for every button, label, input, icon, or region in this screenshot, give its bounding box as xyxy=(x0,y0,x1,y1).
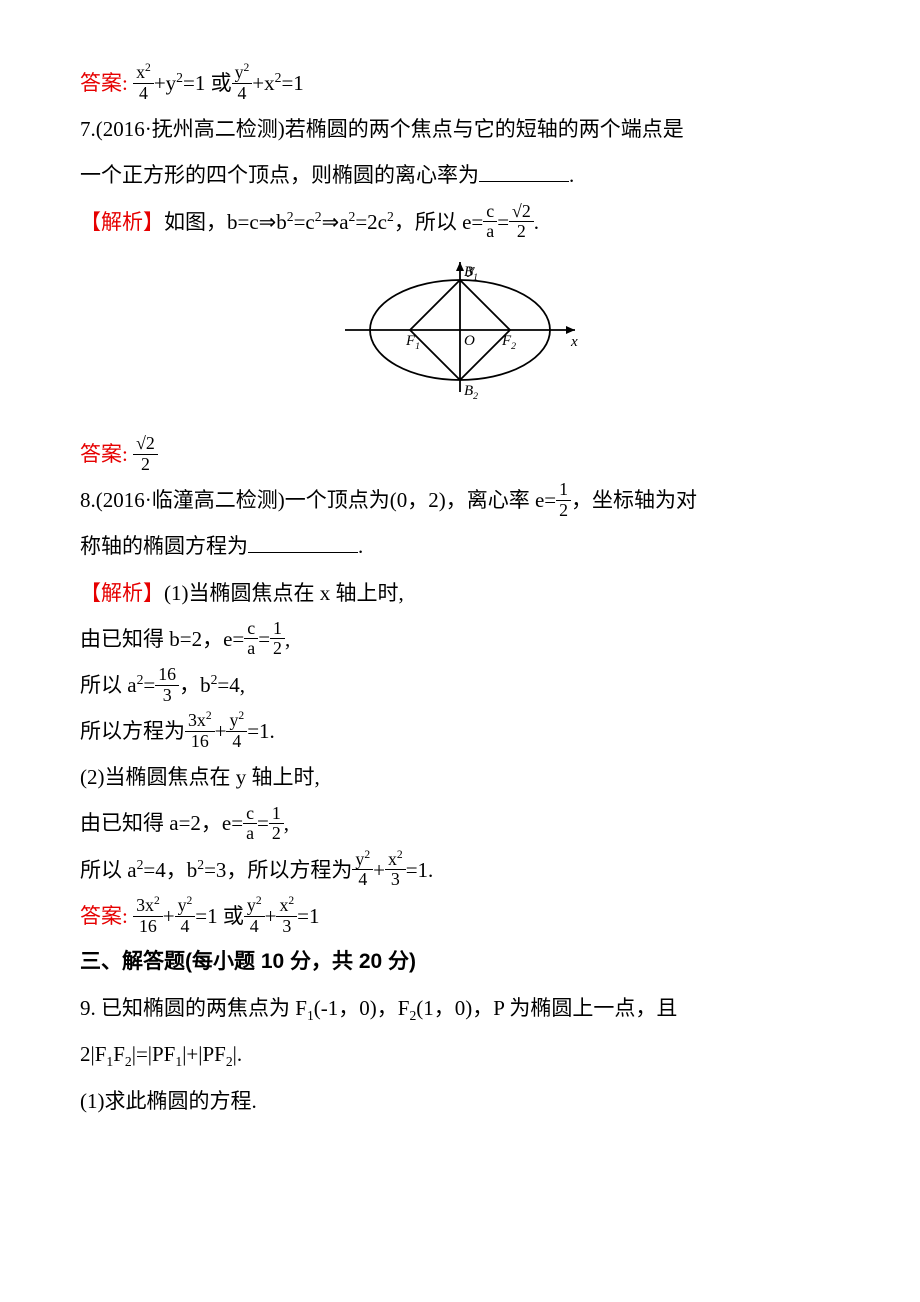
q8-case2: (2)当椭圆焦点在 y 轴上时, xyxy=(80,754,840,800)
svg-text:B2: B2 xyxy=(464,383,478,402)
section-3-title: 三、解答题(每小题 10 分，共 20 分) xyxy=(80,939,840,985)
fraction: 12 xyxy=(269,804,284,844)
fraction: √22 xyxy=(509,202,534,242)
q8-stem-line2: 称轴的椭圆方程为. xyxy=(80,523,840,569)
blank xyxy=(479,160,569,182)
q7-stem-line1: 7.(2016·抚州高二检测)若椭圆的两个焦点与它的短轴的两个端点是 xyxy=(80,106,840,152)
q8-line3: 所以方程为3x216+y24=1. xyxy=(80,708,840,754)
fraction: y24 xyxy=(226,711,247,751)
svg-text:F2: F2 xyxy=(501,333,516,352)
fraction: x23 xyxy=(276,896,297,936)
fraction: y24 xyxy=(175,896,196,936)
fraction: y24 xyxy=(244,896,265,936)
analysis-label: 【解析】 xyxy=(80,581,164,605)
answer-label: 答案: xyxy=(80,71,128,95)
q9-stem-line1: 9. 已知椭圆的两焦点为 F1(-1，0)，F2(1，0)，P 为椭圆上一点，且 xyxy=(80,985,840,1031)
fraction: 12 xyxy=(270,619,285,659)
q8-line2: 所以 a2=163，b2=4, xyxy=(80,662,840,708)
q7-analysis: 【解析】如图，b=c⇒b2=c2⇒a2=2c2，所以 e=ca=√22. xyxy=(80,199,840,245)
fraction: ca xyxy=(483,202,497,242)
q8-line1: 由已知得 b=2，e=ca=12, xyxy=(80,616,840,662)
fraction: √22 xyxy=(133,434,158,474)
q7-stem-line2: 一个正方形的四个顶点，则椭圆的离心率为. xyxy=(80,152,840,198)
q7-answer: 答案: √22 xyxy=(80,431,840,477)
fraction: ca xyxy=(243,804,257,844)
svg-text:x: x xyxy=(570,334,578,350)
answer-label: 答案: xyxy=(80,442,128,466)
fraction: 3x216 xyxy=(185,711,215,751)
q9-stem-line2: 2|F1F2|=|PF1|+|PF2|. xyxy=(80,1031,840,1077)
fraction: 3x216 xyxy=(133,896,163,936)
fraction: ca xyxy=(244,619,258,659)
svg-text:y: y xyxy=(466,262,475,278)
svg-text:O: O xyxy=(464,333,475,349)
svg-text:F1: F1 xyxy=(405,333,420,352)
q8-answer: 答案: 3x216+y24=1 或y24+x23=1 xyxy=(80,893,840,939)
fraction: x2 4 xyxy=(133,63,154,103)
fraction: y2 4 xyxy=(232,63,253,103)
q8-stem-line1: 8.(2016·临潼高二检测)一个顶点为(0，2)，离心率 e=12，坐标轴为对 xyxy=(80,477,840,523)
ellipse-diagram: F1F2B1B2Oxy xyxy=(340,255,580,405)
answer-label: 答案: xyxy=(80,904,128,928)
fraction: x23 xyxy=(385,850,406,890)
fraction: 12 xyxy=(556,480,571,520)
blank xyxy=(248,531,358,553)
q6-answer: 答案: x2 4 +y2=1 或 y2 4 +x2=1 xyxy=(80,60,840,106)
q8-line5: 所以 a2=4，b2=3，所以方程为y24+x23=1. xyxy=(80,847,840,893)
fraction: 163 xyxy=(155,665,179,705)
q8-analysis-case1: 【解析】(1)当椭圆焦点在 x 轴上时, xyxy=(80,570,840,616)
fraction: y24 xyxy=(352,850,373,890)
analysis-label: 【解析】 xyxy=(80,210,164,234)
q8-line4: 由已知得 a=2，e=ca=12, xyxy=(80,800,840,846)
q9-part1: (1)求此椭圆的方程. xyxy=(80,1078,840,1124)
q7-figure: F1F2B1B2Oxy xyxy=(80,255,840,421)
